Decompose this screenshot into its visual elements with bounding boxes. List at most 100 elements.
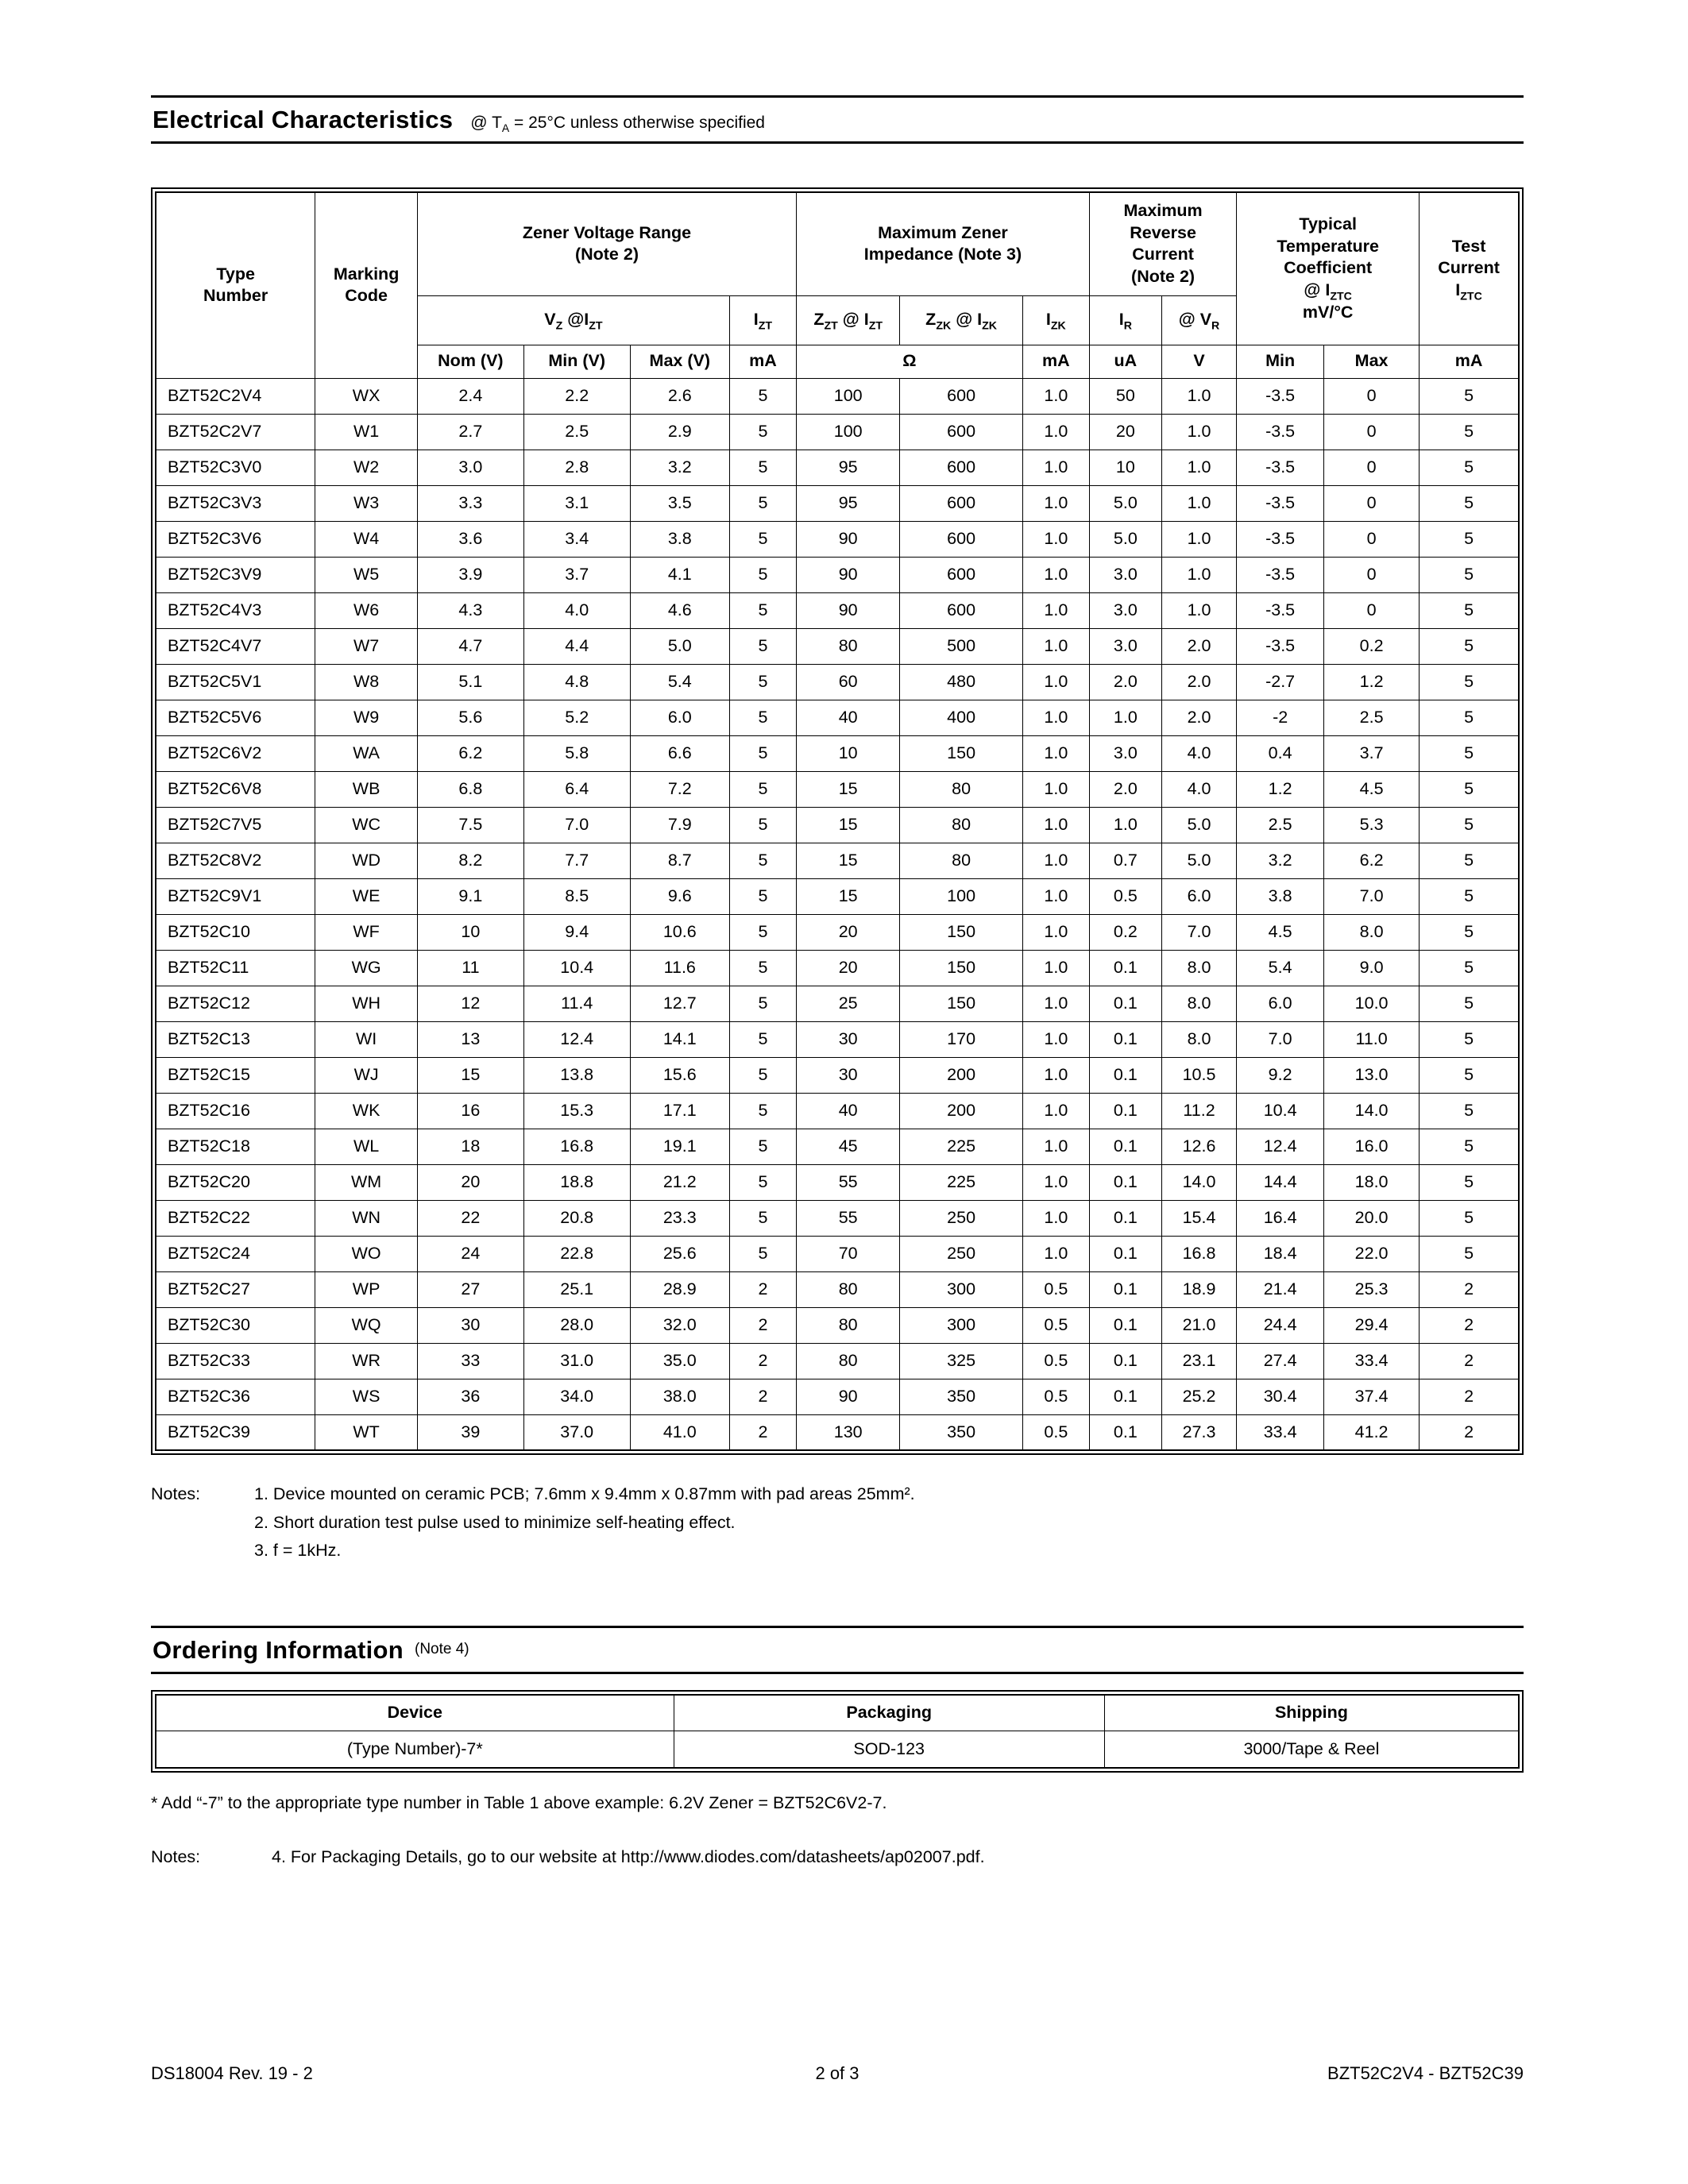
cell-tc-min: 2.5 bbox=[1236, 806, 1325, 843]
table-row: BZT52C6V8 WB 6.8 6.4 7.2 5 15 80 1.0 2.0 4.0 1.2 4.5… bbox=[155, 770, 1520, 808]
cell-test-current-ma: 5 bbox=[1419, 1199, 1520, 1237]
cell-tc-min: 5.4 bbox=[1236, 949, 1325, 986]
cell-tc-min: 7.0 bbox=[1236, 1021, 1325, 1058]
ordering-row: (Type Number)-7* SOD-123 3000/Tape & Reel bbox=[155, 1731, 1520, 1769]
cell-vz-max: 5.4 bbox=[629, 663, 730, 700]
cell-tc-max: 11.0 bbox=[1323, 1021, 1420, 1058]
cell-izt-ma: 5 bbox=[728, 484, 797, 522]
cell-test-current-ma: 2 bbox=[1419, 1378, 1520, 1415]
cell-test-current-ma: 5 bbox=[1419, 449, 1520, 486]
cell-izt-ma: 2 bbox=[728, 1306, 797, 1344]
cell-vz-min: 3.7 bbox=[523, 556, 631, 593]
cell-izk-ma: 0.5 bbox=[1022, 1342, 1090, 1379]
cell-ir-ua: 50 bbox=[1088, 377, 1162, 415]
cell-zzk-ohm: 250 bbox=[899, 1235, 1023, 1272]
cell-vz-max: 19.1 bbox=[629, 1128, 730, 1165]
cell-test-current-ma: 5 bbox=[1419, 1092, 1520, 1129]
cell-izk-ma: 1.0 bbox=[1022, 878, 1090, 915]
cell-marking-code: WP bbox=[315, 1271, 418, 1308]
cell-test-current-ma: 5 bbox=[1419, 1021, 1520, 1058]
cell-zzt-ohm: 60 bbox=[795, 663, 901, 700]
cell-vz-nom: 4.7 bbox=[416, 627, 524, 665]
unit-izt-ma: mA bbox=[728, 344, 797, 379]
cell-vz-nom: 16 bbox=[416, 1092, 524, 1129]
cell-vr-v: 14.0 bbox=[1161, 1163, 1238, 1201]
cell-vz-max: 7.2 bbox=[629, 770, 730, 808]
cell-tc-min: 16.4 bbox=[1236, 1199, 1325, 1237]
cell-vz-max: 2.9 bbox=[629, 413, 730, 450]
cell-vr-v: 2.0 bbox=[1161, 663, 1238, 700]
table-row: BZT52C22 WN 22 20.8 23.3 5 55 250 1.0 0.1 15.4 16.4… bbox=[155, 1199, 1520, 1237]
cell-test-current-ma: 5 bbox=[1419, 878, 1520, 915]
cell-zzt-ohm: 80 bbox=[795, 1342, 901, 1379]
cell-marking-code: WH bbox=[315, 985, 418, 1022]
electrical-table-frame: Type Number Marking Code Zener Voltage R… bbox=[151, 187, 1524, 1455]
cell-zzt-ohm: 20 bbox=[795, 949, 901, 986]
table-row: BZT52C11 WG 11 10.4 11.6 5 20 150 1.0 0.1 8.0 5.4 9.… bbox=[155, 949, 1520, 986]
ordering-information-header: Ordering Information (Note 4) bbox=[151, 1625, 1524, 1674]
cell-test-current-ma: 5 bbox=[1419, 520, 1520, 558]
cell-type-number: BZT52C15 bbox=[155, 1056, 316, 1094]
cell-vz-min: 7.0 bbox=[523, 806, 631, 843]
cell-izk-ma: 1.0 bbox=[1022, 1128, 1090, 1165]
cell-zzk-ohm: 200 bbox=[899, 1092, 1023, 1129]
cell-ir-ua: 2.0 bbox=[1088, 770, 1162, 808]
cell-test-current-ma: 5 bbox=[1419, 1056, 1520, 1094]
cell-test-current-ma: 5 bbox=[1419, 699, 1520, 736]
cell-izt-ma: 5 bbox=[728, 1163, 797, 1201]
cell-marking-code: WE bbox=[315, 878, 418, 915]
cell-vr-v: 7.0 bbox=[1161, 913, 1238, 951]
cell-zzt-ohm: 95 bbox=[795, 484, 901, 522]
unit-vr-v: V bbox=[1161, 344, 1238, 379]
cell-zzt-ohm: 95 bbox=[795, 449, 901, 486]
cell-vz-nom: 3.3 bbox=[416, 484, 524, 522]
footer-part-range: BZT52C2V4 - BZT52C39 bbox=[1327, 2063, 1524, 2083]
cell-vr-v: 8.0 bbox=[1161, 985, 1238, 1022]
cell-marking-code: WG bbox=[315, 949, 418, 986]
cell-vz-max: 15.6 bbox=[629, 1056, 730, 1094]
notes-block: Notes: 1. Device mounted on ceramic PCB;… bbox=[151, 1484, 1524, 1569]
cell-vr-v: 27.3 bbox=[1161, 1414, 1238, 1451]
cell-marking-code: WD bbox=[315, 842, 418, 879]
cell-tc-max: 0 bbox=[1323, 413, 1420, 450]
cell-vz-nom: 10 bbox=[416, 913, 524, 951]
cell-type-number: BZT52C8V2 bbox=[155, 842, 316, 879]
cell-zzt-ohm: 90 bbox=[795, 520, 901, 558]
cell-vr-v: 18.9 bbox=[1161, 1271, 1238, 1308]
cell-marking-code: WX bbox=[315, 377, 418, 415]
cell-izt-ma: 5 bbox=[728, 413, 797, 450]
cell-izk-ma: 0.5 bbox=[1022, 1378, 1090, 1415]
cell-type-number: BZT52C30 bbox=[155, 1306, 316, 1344]
col-header-izk: IZK bbox=[1022, 295, 1090, 345]
cell-marking-code: W5 bbox=[315, 556, 418, 593]
cell-type-number: BZT52C13 bbox=[155, 1021, 316, 1058]
cell-marking-code: WL bbox=[315, 1128, 418, 1165]
cell-izk-ma: 1.0 bbox=[1022, 520, 1090, 558]
cell-vz-max: 6.0 bbox=[629, 699, 730, 736]
cell-zzt-ohm: 40 bbox=[795, 1092, 901, 1129]
cell-vz-min: 3.4 bbox=[523, 520, 631, 558]
cell-vz-max: 4.6 bbox=[629, 592, 730, 629]
cell-vz-nom: 27 bbox=[416, 1271, 524, 1308]
cell-test-current-ma: 5 bbox=[1419, 484, 1520, 522]
cell-zzk-ohm: 600 bbox=[899, 520, 1023, 558]
cell-vz-min: 28.0 bbox=[523, 1306, 631, 1344]
cell-marking-code: WA bbox=[315, 735, 418, 772]
cell-ir-ua: 20 bbox=[1088, 413, 1162, 450]
cell-vz-min: 18.8 bbox=[523, 1163, 631, 1201]
cell-izt-ma: 5 bbox=[728, 377, 797, 415]
cell-zzk-ohm: 600 bbox=[899, 556, 1023, 593]
cell-type-number: BZT52C20 bbox=[155, 1163, 316, 1201]
cell-izt-ma: 5 bbox=[728, 949, 797, 986]
cell-izk-ma: 1.0 bbox=[1022, 1199, 1090, 1237]
cell-zzt-ohm: 100 bbox=[795, 413, 901, 450]
cell-type-number: BZT52C18 bbox=[155, 1128, 316, 1165]
cell-vr-v: 12.6 bbox=[1161, 1128, 1238, 1165]
cell-tc-max: 0 bbox=[1323, 484, 1420, 522]
cell-zzt-ohm: 30 bbox=[795, 1021, 901, 1058]
cell-vr-v: 16.8 bbox=[1161, 1235, 1238, 1272]
cell-zzt-ohm: 20 bbox=[795, 913, 901, 951]
cell-izk-ma: 1.0 bbox=[1022, 735, 1090, 772]
cell-ir-ua: 3.0 bbox=[1088, 735, 1162, 772]
